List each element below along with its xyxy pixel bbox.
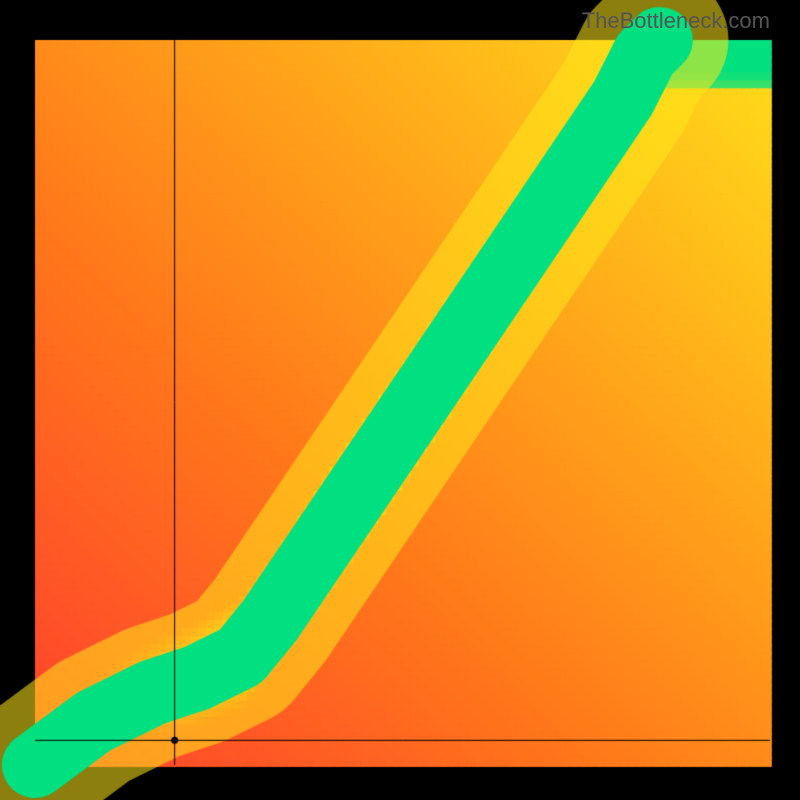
watermark-text: TheBottleneck.com [582, 8, 770, 34]
chart-container: TheBottleneck.com [0, 0, 800, 800]
heatmap-canvas [0, 0, 800, 800]
